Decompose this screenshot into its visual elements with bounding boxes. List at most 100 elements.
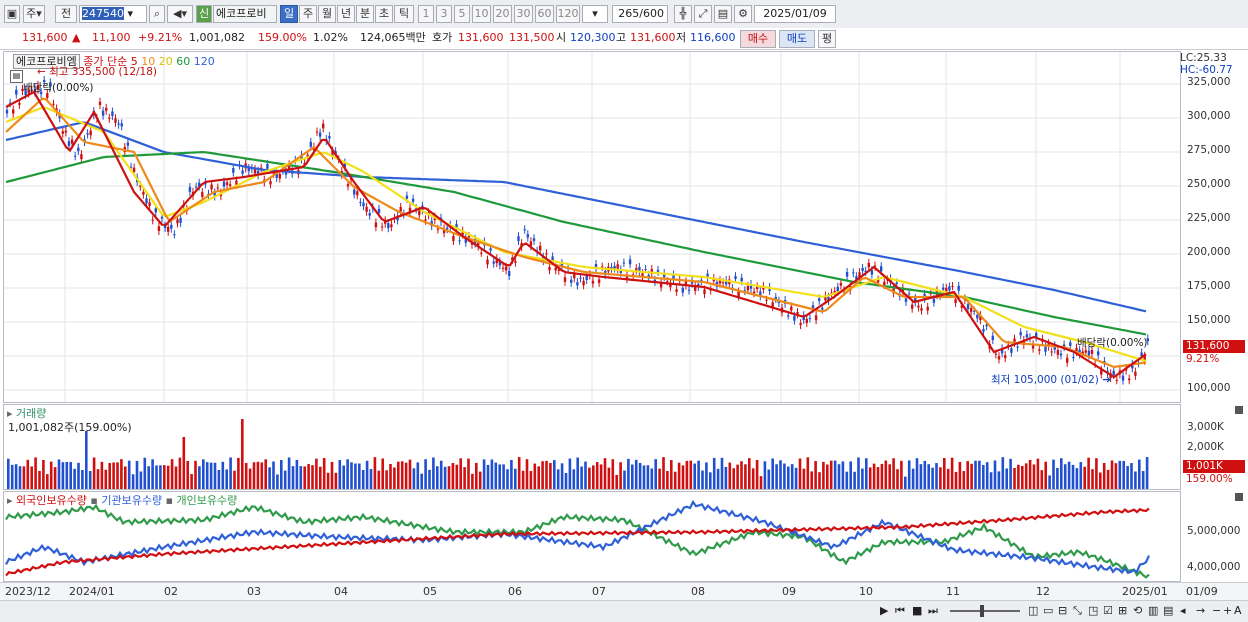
- candle-body: [1121, 375, 1125, 381]
- panel-menu-icon[interactable]: ▤: [10, 70, 23, 83]
- chart-type-icon[interactable]: ╬: [674, 5, 692, 23]
- window-menu-icon[interactable]: ▣: [4, 5, 20, 23]
- legend-stock-name[interactable]: 에코프로비엠: [13, 54, 80, 69]
- tab-month[interactable]: 월: [318, 5, 336, 23]
- holdings-panel[interactable]: ▸ 외국인보유수량 ▪ 기관보유수량 ▪ 개인보유수량: [3, 491, 1181, 582]
- volume-bar: [915, 458, 919, 489]
- volume-bar: [763, 461, 767, 489]
- tool-icon[interactable]: ☑: [1103, 604, 1113, 617]
- candle-body: [511, 257, 514, 261]
- save-icon[interactable]: ▤: [714, 5, 732, 23]
- bottom-controls: ▶ ⏮ ■ ⏭ ◫ ▭ ⊟ ⤡ ◳ ☑ ⊞ ⟲ ▥ ▤ ◂ → − + A: [0, 600, 1248, 622]
- interval-10[interactable]: 10: [472, 5, 491, 23]
- holdings-lines[interactable]: [4, 492, 1180, 581]
- candle-body: [101, 110, 105, 116]
- candle-body: [480, 252, 483, 254]
- tab-week[interactable]: 주: [299, 5, 317, 23]
- interval-custom-select[interactable]: ▾: [582, 5, 608, 23]
- tool-icon[interactable]: ⟲: [1133, 604, 1143, 617]
- interval-60[interactable]: 60: [535, 5, 554, 23]
- candle-body: [24, 90, 27, 96]
- zoom-in-button[interactable]: +: [1223, 604, 1233, 617]
- volume-bar: [919, 464, 923, 489]
- volume-bar: [545, 460, 548, 489]
- candle-body: [796, 312, 799, 315]
- stock-code-input[interactable]: 247540 ▾: [79, 5, 147, 23]
- zoom-slider[interactable]: [950, 610, 1020, 612]
- crosshair-icon[interactable]: ⤢: [694, 5, 712, 23]
- tab-second[interactable]: 초: [375, 5, 393, 23]
- evaluate-button[interactable]: 평: [818, 30, 836, 48]
- price-chart-plot[interactable]: [4, 52, 1180, 402]
- volume-bar: [182, 437, 186, 489]
- volume-bar: [408, 459, 412, 489]
- candle-body: [532, 238, 536, 242]
- volume-bar: [1067, 461, 1071, 489]
- forward-icon[interactable]: ⏭: [928, 604, 938, 617]
- volume-bar: [833, 460, 837, 489]
- candle-body: [945, 287, 948, 293]
- tool-icon[interactable]: ⤡: [1073, 604, 1082, 617]
- volume-panel[interactable]: ▸ 거래량 1,001,082주(159.00%): [3, 404, 1181, 490]
- candle-body: [929, 293, 932, 295]
- buy-button[interactable]: 매수: [740, 30, 776, 48]
- interval-20[interactable]: 20: [493, 5, 512, 23]
- panel-close-icon[interactable]: [1235, 406, 1243, 414]
- stop-icon[interactable]: ■: [912, 604, 923, 617]
- volume-bar: [299, 466, 303, 489]
- play-icon[interactable]: ▶: [880, 604, 889, 617]
- tab-year[interactable]: 년: [337, 5, 355, 23]
- volume-bar: [1134, 471, 1137, 489]
- prev-button[interactable]: 전: [55, 5, 77, 23]
- date-input[interactable]: 2025/01/09: [754, 5, 836, 23]
- tool-icon[interactable]: ▥: [1148, 604, 1159, 617]
- interval-5[interactable]: 5: [454, 5, 470, 23]
- candle-body: [594, 264, 598, 269]
- panel-close-icon[interactable]: [1235, 493, 1243, 501]
- count-input[interactable]: 265/600: [612, 5, 668, 23]
- interval-120[interactable]: 120: [556, 5, 580, 23]
- tool-icon[interactable]: ⊟: [1058, 604, 1068, 617]
- volume-bar: [549, 463, 552, 489]
- search-icon[interactable]: ⌕: [149, 5, 165, 23]
- price-chart-panel[interactable]: 에코프로비엠 종가 단순 5 10 20 60 120 ▤ ← 최고 335,5…: [3, 51, 1181, 403]
- tool-icon[interactable]: ◳: [1088, 604, 1099, 617]
- tab-minute[interactable]: 분: [356, 5, 374, 23]
- tool-icon[interactable]: ▤: [1163, 604, 1174, 617]
- interval-30[interactable]: 30: [514, 5, 533, 23]
- tab-day[interactable]: 일: [280, 5, 298, 23]
- date-label: 02: [164, 585, 178, 598]
- scroll-right-icon[interactable]: →: [1196, 604, 1206, 617]
- settings-gear-icon[interactable]: ⚙: [734, 5, 752, 23]
- speaker-icon[interactable]: ◀▾: [167, 5, 193, 23]
- candle-body: [477, 242, 480, 247]
- zoom-slider-thumb[interactable]: [980, 605, 984, 617]
- zoom-out-button[interactable]: −: [1212, 604, 1222, 617]
- tool-icon[interactable]: ▭: [1043, 604, 1054, 617]
- rewind-icon[interactable]: ⏮: [895, 604, 905, 617]
- hc-label: HC:-60.77: [1180, 64, 1233, 76]
- volume-bar: [681, 465, 685, 489]
- tool-icon[interactable]: ◫: [1028, 604, 1039, 617]
- volume-bar: [1130, 463, 1133, 489]
- period-select[interactable]: 주▾: [23, 5, 45, 23]
- interval-1[interactable]: 1: [418, 5, 434, 23]
- new-badge[interactable]: 신: [196, 5, 212, 23]
- interval-3[interactable]: 3: [436, 5, 452, 23]
- candle-body: [1010, 348, 1013, 353]
- scroll-left-icon[interactable]: ◂: [1180, 604, 1186, 617]
- candle-body: [213, 192, 216, 197]
- volume-bar: [564, 472, 568, 489]
- font-size-button[interactable]: A: [1234, 604, 1242, 617]
- y-tick: 4,000,000: [1187, 561, 1241, 573]
- sell-button[interactable]: 매도: [779, 30, 815, 48]
- volume-bar: [272, 461, 275, 489]
- tab-tick[interactable]: 틱: [394, 5, 414, 23]
- volume-bar: [853, 471, 856, 489]
- tool-icon[interactable]: ⊞: [1118, 604, 1128, 617]
- volume-bar: [475, 462, 478, 489]
- candle-body: [573, 273, 576, 279]
- volume-bar: [900, 460, 903, 489]
- volume-bars[interactable]: [4, 405, 1180, 489]
- ma120-line: [5, 121, 1147, 313]
